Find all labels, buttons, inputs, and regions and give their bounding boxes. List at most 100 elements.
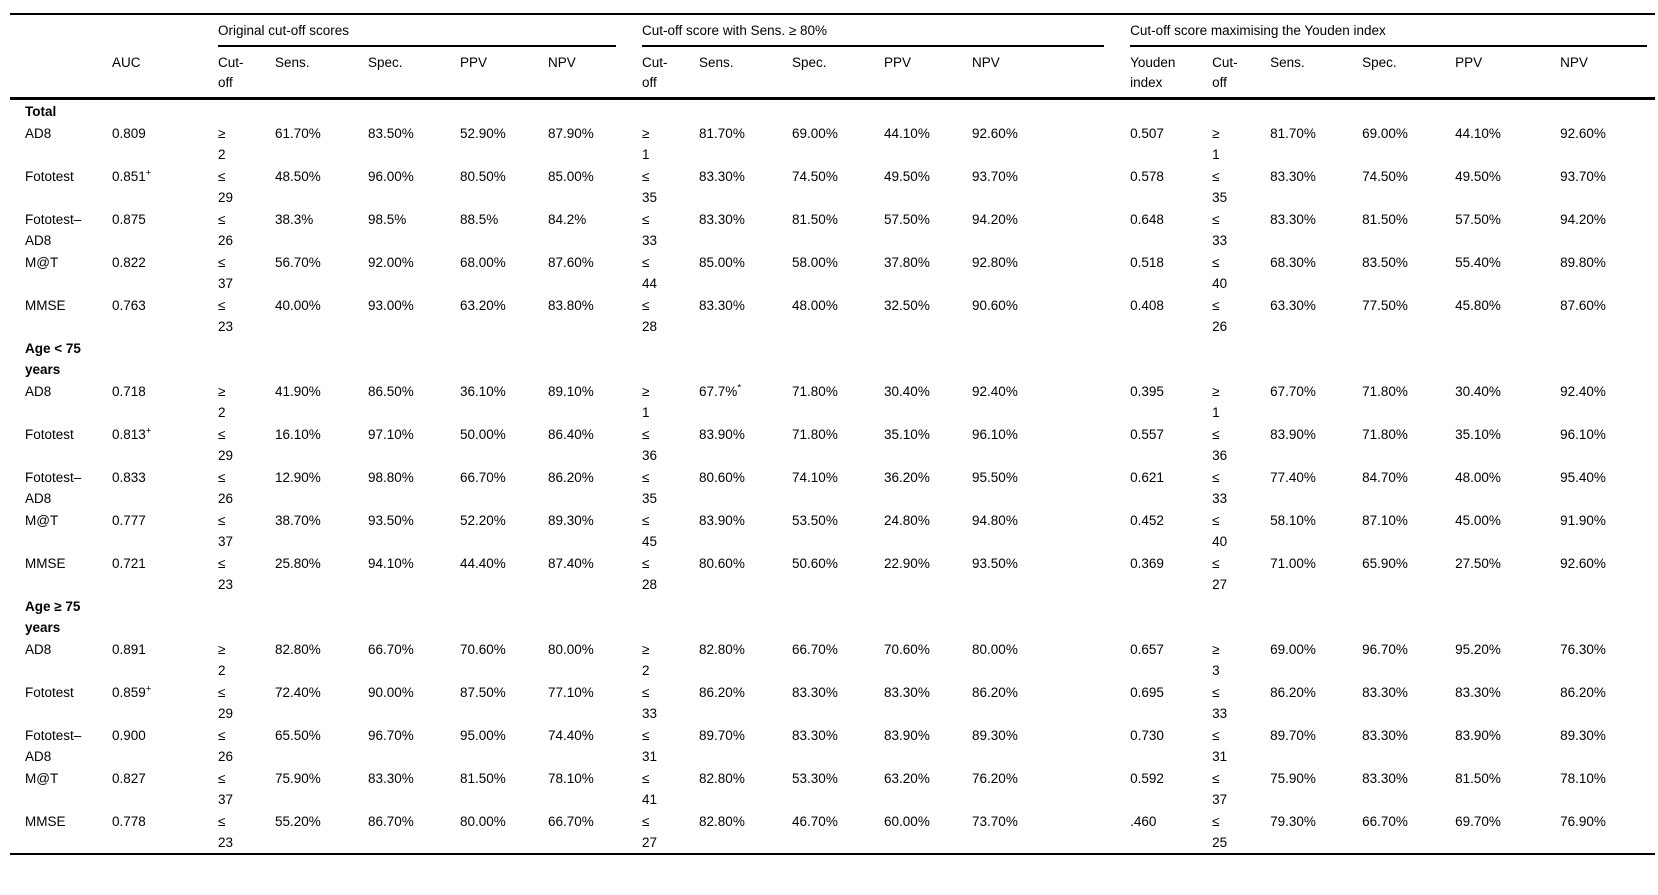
cell-sens-original: 48.50% [275,169,321,184]
cell-spec-youden: 77.50% [1362,298,1408,313]
cell-cutoff-original: ≤23 [218,814,234,850]
group-header-sens80: Cut-off score with Sens. ≥ 80% [642,14,1130,47]
cell-sens-sens80: 85.00% [699,255,745,270]
cell-auc: 0.859+ [112,683,152,700]
cell-spec-sens80: 53.30% [792,771,838,786]
column-header-cutoff-sens80: Cut-off [642,47,700,100]
cell-npv-original: 83.80% [548,298,594,313]
cell-auc: 0.827 [112,771,146,786]
cell-cutoff-youden: ≤31 [1212,728,1228,764]
cell-sens-original: 65.50% [275,728,321,743]
cell-sens-sens80: 80.60% [699,470,745,485]
group-header-youden-label: Cut-off score maximising the Youden inde… [1130,23,1386,38]
cell-npv-sens80: 96.10% [972,427,1018,442]
cell-spec-youden: 83.30% [1362,728,1408,743]
cell-sens-sens80: 83.90% [699,513,745,528]
cell-npv-sens80: 92.60% [972,126,1018,141]
cell-npv-sens80: 89.30% [972,728,1018,743]
cell-spec-youden: 87.10% [1362,513,1408,528]
cell-ppv-sens80: 30.40% [884,384,930,399]
cell-ppv-youden: 30.40% [1455,384,1501,399]
cell-cutoff-sens80: ≤28 [642,298,658,334]
cell-ppv-youden: 83.30% [1455,685,1501,700]
cell-ppv-original: 80.00% [460,814,506,829]
cell-cutoff-original: ≤29 [218,685,234,721]
table-row: Fototest–AD8 0.875 ≤26 38.3% 98.5% 88.5% 84.2%… [10,208,1655,251]
cell-spec-original: 98.5% [368,212,407,227]
cell-npv-youden: 76.30% [1560,642,1606,657]
cell-npv-original: 66.70% [548,814,594,829]
cell-ppv-youden: 27.50% [1455,556,1501,571]
cell-spec-sens80: 74.50% [792,169,838,184]
cell-sens-original: 61.70% [275,126,321,141]
cell-sens-youden: 68.30% [1270,255,1316,270]
cell-sens-youden: 79.30% [1270,814,1316,829]
cell-spec-sens80: 71.80% [792,384,838,399]
cell-cutoff-sens80: ≤35 [642,470,658,506]
cell-cutoff-original: ≥2 [218,384,226,420]
diagnostic-accuracy-table: Original cut-off scores Cut-off score wi… [10,13,1656,855]
section-header-row: Age ≥ 75 years [10,595,1655,638]
cell-spec-sens80: 50.60% [792,556,838,571]
cell-spec-youden: 66.70% [1362,814,1408,829]
cell-cutoff-youden: ≤40 [1212,513,1228,549]
cell-auc: 0.851+ [112,167,152,184]
cell-ppv-sens80: 63.20% [884,771,930,786]
row-label: MMSE [25,814,66,829]
cell-cutoff-youden: ≥3 [1212,642,1220,678]
cell-npv-original: 78.10% [548,771,594,786]
cell-sens-original: 55.20% [275,814,321,829]
column-header-npv-sens80: NPV [972,47,1131,100]
cell-ppv-youden: 81.50% [1455,771,1501,786]
cell-npv-youden: 78.10% [1560,771,1606,786]
table-row: MMSE 0.721 ≤23 25.80% 94.10% 44.40% 87.40% ≤28 8… [10,552,1655,595]
cell-youden-index: 0.578 [1130,169,1164,184]
cell-spec-sens80: 69.00% [792,126,838,141]
section-label: Age ≥ 75 years [25,599,81,635]
cell-auc: 0.875 [112,212,146,227]
cell-npv-sens80: 94.20% [972,212,1018,227]
section-header-cell: Age ≥ 75 years [10,595,1655,638]
cell-spec-sens80: 66.70% [792,642,838,657]
cell-youden-index: 0.507 [1130,126,1164,141]
cell-ppv-original: 87.50% [460,685,506,700]
cell-cutoff-original: ≤37 [218,255,234,291]
cell-npv-youden: 76.90% [1560,814,1606,829]
cell-npv-youden: 92.60% [1560,556,1606,571]
row-label: AD8 [25,642,52,657]
cell-npv-youden: 95.40% [1560,470,1606,485]
cell-npv-sens80: 92.40% [972,384,1018,399]
cell-spec-original: 93.00% [368,298,414,313]
cell-sens-sens80: 83.30% [699,298,745,313]
cell-spec-sens80: 53.50% [792,513,838,528]
cell-auc: 0.822 [112,255,146,270]
row-label: Fototest [25,169,74,184]
cell-spec-youden: 71.80% [1362,384,1408,399]
column-header-spec-youden: Spec. [1362,47,1456,100]
column-header-npv-youden: NPV [1560,47,1656,100]
cell-sens-youden: 67.70% [1270,384,1316,399]
cell-cutoff-youden: ≤36 [1212,427,1228,463]
cell-spec-original: 83.50% [368,126,414,141]
cell-ppv-youden: 45.80% [1455,298,1501,313]
cell-cutoff-sens80: ≥1 [642,126,650,162]
cell-cutoff-sens80: ≤27 [642,814,658,850]
cell-npv-original: 86.40% [548,427,594,442]
cell-ppv-original: 63.20% [460,298,506,313]
cell-cutoff-youden: ≤33 [1212,685,1228,721]
cell-spec-original: 86.50% [368,384,414,399]
cell-spec-youden: 83.30% [1362,685,1408,700]
table-row: AD8 0.891 ≥2 82.80% 66.70% 70.60% 80.00% ≥2 82.8… [10,638,1655,681]
cell-sens-sens80: 82.80% [699,814,745,829]
group-header-sens80-label: Cut-off score with Sens. ≥ 80% [642,23,828,38]
cell-cutoff-original: ≤23 [218,556,234,592]
cell-npv-original: 87.60% [548,255,594,270]
column-header-cutoff-youden: Cut-off [1212,47,1271,100]
group-header-original-cutoff-label: Original cut-off scores [218,23,350,38]
cell-youden-index: 0.518 [1130,255,1164,270]
cell-cutoff-sens80: ≥2 [642,642,650,678]
cell-npv-sens80: 90.60% [972,298,1018,313]
cell-ppv-sens80: 24.80% [884,513,930,528]
column-header-spec-original: Spec. [368,47,460,100]
cell-sens-original: 56.70% [275,255,321,270]
